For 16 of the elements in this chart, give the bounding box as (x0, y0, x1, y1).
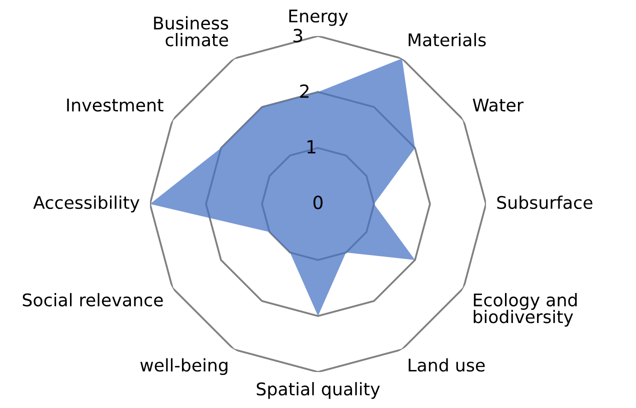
y-tick-label: 2 (300, 84, 309, 98)
spoke-label: Social relevance (22, 293, 163, 306)
spoke-label: Business climate (154, 16, 228, 46)
spoke-label: Water (472, 98, 524, 112)
spoke-label: Ecology and biodiversity (474, 293, 577, 327)
y-tick-label: 3 (294, 28, 302, 42)
spoke-label: Subsurface (497, 196, 592, 210)
spoke-label: Accessibility (33, 196, 140, 212)
y-tick-label: 0 (313, 196, 323, 210)
y-tick-label: 1 (308, 140, 316, 154)
spoke-label: Land use (408, 358, 485, 372)
spoke-label: Spatial quality (256, 382, 380, 399)
spoke-label: Investment (67, 98, 164, 112)
spoke-label: Materials (408, 32, 486, 46)
spoke-label: well-being (140, 358, 228, 376)
spoke-label: Energy (289, 10, 348, 26)
